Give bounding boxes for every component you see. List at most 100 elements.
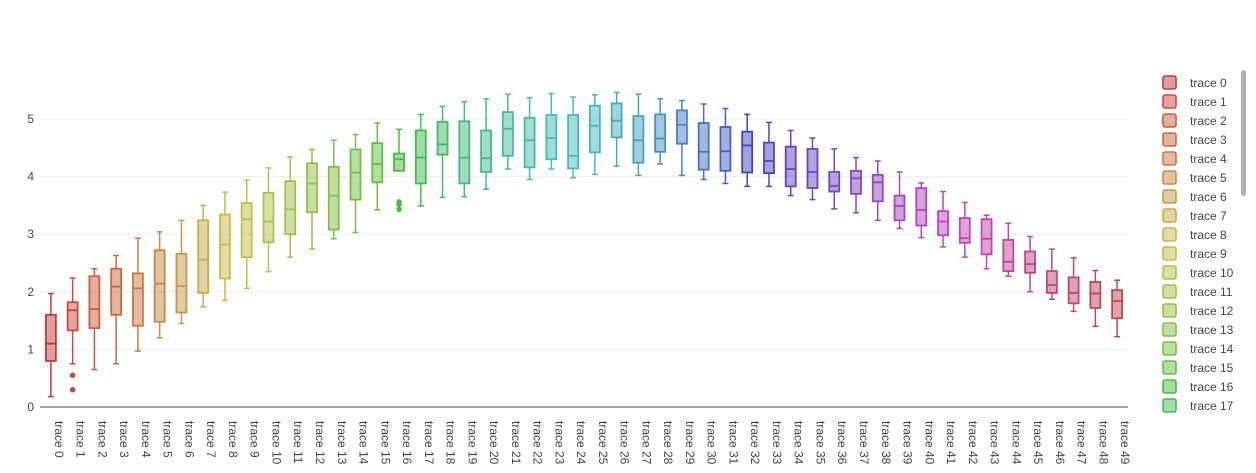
legend-swatch [1162, 189, 1177, 204]
x-tick-label: trace 34 [792, 421, 806, 465]
legend-item[interactable]: trace 4 [1162, 151, 1227, 166]
x-tick-label: trace 27 [639, 421, 653, 465]
legend-label: trace 16 [1190, 380, 1234, 394]
box-trace-22 [523, 96, 536, 181]
x-tick-label: trace 45 [1031, 421, 1045, 465]
outlier-point [396, 201, 402, 208]
legend-item[interactable]: trace 12 [1162, 303, 1234, 318]
y-tick-label: 1 [27, 342, 34, 356]
box-body [719, 126, 732, 172]
box-body [806, 148, 819, 189]
x-tick-label: trace 4 [139, 421, 153, 458]
legend-item[interactable]: trace 6 [1162, 189, 1227, 204]
x-tick-label: trace 21 [509, 421, 523, 465]
legend-item[interactable]: trace 10 [1162, 265, 1234, 280]
box-body [88, 275, 101, 329]
box-trace-32 [741, 113, 754, 188]
outlier-point [69, 372, 76, 379]
box-trace-23 [545, 92, 558, 170]
box-trace-47 [1067, 257, 1080, 313]
legend[interactable]: trace 0 trace 1 trace 2 trace 3 trace 4 trace… [1162, 75, 1234, 413]
legend-item[interactable]: trace 8 [1162, 227, 1227, 242]
x-tick-label: trace 28 [661, 421, 675, 465]
box-body [240, 202, 253, 259]
box-trace-38 [871, 160, 884, 222]
legend-label: trace 4 [1190, 152, 1227, 166]
legend-item[interactable]: trace 16 [1162, 379, 1234, 394]
legend-item[interactable]: trace 5 [1162, 170, 1227, 185]
x-tick-label: trace 10 [269, 421, 283, 465]
box-trace-30 [697, 103, 710, 181]
legend-scrollbar[interactable] [1241, 70, 1246, 196]
legend-item[interactable]: trace 9 [1162, 246, 1227, 261]
box-trace-43 [980, 214, 993, 270]
x-tick-label: trace 2 [95, 421, 109, 458]
legend-item[interactable]: trace 13 [1162, 322, 1234, 337]
legend-item[interactable]: trace 2 [1162, 113, 1227, 128]
y-tick-label: 4 [27, 170, 34, 184]
legend-label: trace 8 [1190, 228, 1227, 242]
legend-label: trace 3 [1190, 133, 1227, 147]
y-axis-ticks: 0 1 2 3 4 5 [27, 112, 34, 414]
legend-swatch [1162, 94, 1177, 109]
legend-label: trace 10 [1190, 266, 1234, 280]
legend-swatch [1162, 379, 1177, 394]
x-tick-label: trace 30 [705, 421, 719, 465]
box-trace-28 [654, 98, 667, 165]
box-trace-26 [610, 91, 623, 167]
box-trace-40 [915, 182, 928, 239]
box-trace-44 [1002, 222, 1015, 277]
legend-label: trace 9 [1190, 247, 1227, 261]
legend-label: trace 1 [1190, 95, 1227, 109]
x-tick-label: trace 47 [1075, 421, 1089, 465]
x-tick-label: trace 6 [182, 421, 196, 458]
legend-item[interactable]: trace 0 [1162, 75, 1227, 90]
box-body [741, 130, 754, 174]
legend-label: trace 5 [1190, 171, 1227, 185]
legend-item[interactable]: trace 3 [1162, 132, 1227, 147]
legend-swatch [1162, 170, 1177, 185]
x-tick-label: trace 15 [378, 421, 392, 465]
x-tick-label: trace 1 [74, 421, 88, 458]
x-tick-label: trace 40 [922, 421, 936, 465]
legend-swatch [1162, 208, 1177, 223]
box-body [393, 152, 405, 172]
legend-label: trace 12 [1190, 304, 1234, 318]
x-tick-label: trace 11 [291, 421, 305, 464]
x-tick-label: trace 37 [857, 421, 871, 465]
x-tick-label: trace 25 [596, 421, 610, 465]
legend-label: trace 14 [1190, 342, 1234, 356]
box-body [871, 173, 884, 203]
legend-item[interactable]: trace 1 [1162, 94, 1227, 109]
box-trace-31 [719, 107, 732, 185]
box-body [958, 217, 971, 244]
legend-item[interactable]: trace 15 [1162, 360, 1234, 375]
legend-item[interactable]: trace 11 [1162, 284, 1233, 299]
box-trace-42 [958, 201, 971, 258]
box-body [458, 120, 471, 185]
box-trace-13 [327, 139, 340, 240]
x-tick-label: trace 38 [879, 421, 893, 465]
legend-label: trace 2 [1190, 114, 1227, 128]
legend-item[interactable]: trace 17 [1162, 398, 1234, 413]
box-trace-49 [1111, 279, 1124, 338]
box-body [850, 169, 862, 195]
box-body [436, 120, 449, 156]
x-tick-label: trace 41 [944, 421, 958, 465]
x-axis-ticks: trace 0 trace 1 trace 2 trace 3 trace 4 trace… [52, 421, 1132, 465]
legend-swatch [1162, 151, 1177, 166]
box-body [828, 171, 841, 193]
box-trace-11 [284, 156, 297, 258]
box-traces [44, 91, 1124, 398]
x-tick-label: trace 35 [813, 421, 827, 465]
box-trace-17 [414, 113, 427, 207]
legend-label: trace 0 [1190, 76, 1227, 90]
box-body [893, 194, 906, 222]
box-body [588, 104, 601, 154]
box-trace-35 [806, 137, 819, 201]
x-tick-label: trace 9 [248, 421, 262, 458]
box-body [175, 252, 188, 314]
legend-item[interactable]: trace 7 [1162, 208, 1227, 223]
legend-item[interactable]: trace 14 [1162, 341, 1234, 356]
legend-swatch [1162, 75, 1177, 90]
